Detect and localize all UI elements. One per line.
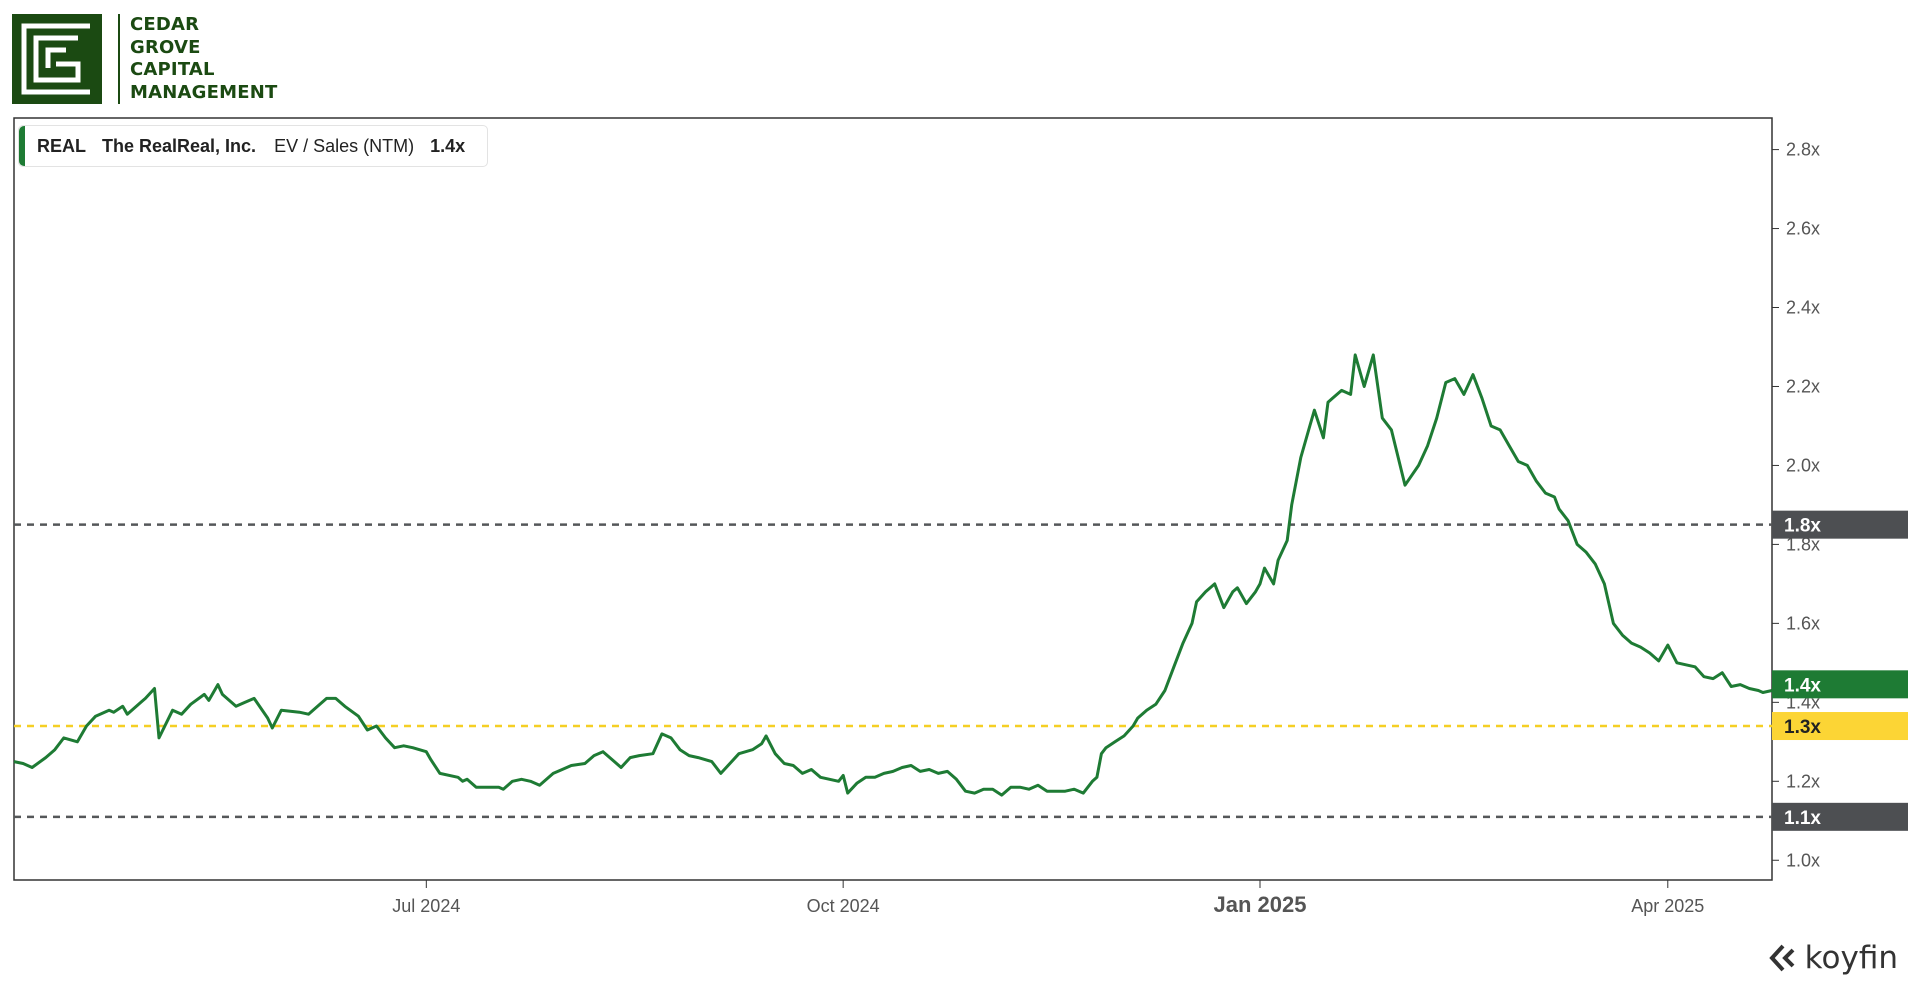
y-tick-label: 1.8x (1786, 534, 1820, 554)
x-axis: Jul 2024 Oct 2024 Jan 2025 Apr 2025 (392, 880, 1704, 917)
x-tick-label: Oct 2024 (807, 896, 880, 916)
legend-metric: EV / Sales (NTM) (274, 135, 415, 156)
y-tick-label: 2.2x (1786, 376, 1820, 396)
series-line (13, 353, 1773, 797)
legend-swatch (19, 126, 25, 166)
cedar-grove-logo-icon (12, 14, 102, 104)
brand-name: CEDAR GROVE CAPITAL MANAGEMENT (118, 14, 277, 104)
reference-label-bg (1772, 802, 1908, 831)
reference-lines (14, 523, 1772, 819)
current-value-label: 1.4x (1784, 675, 1821, 696)
legend[interactable]: REAL The RealReal, Inc. EV / Sales (NTM)… (18, 125, 489, 167)
reference-label: 1.1x (1784, 808, 1821, 829)
y-axis: 1.0x 1.2x 1.4x 1.6x 1.8x 2.0x 2.2x 2.4x 2.6x 2.8x (1772, 140, 1820, 870)
y-tick-label: 2.4x (1786, 298, 1820, 318)
y-tick-label: 2.0x (1786, 455, 1820, 475)
x-tick-label: Jan 2025 (1214, 892, 1307, 917)
current-value-label-bg (1772, 670, 1908, 699)
y-tick-label: 1.6x (1786, 613, 1820, 633)
value-labels: 1.8x 1.3x 1.1x 1.4x (1772, 510, 1908, 831)
y-tick-label: 1.2x (1786, 771, 1820, 791)
brand-line: CEDAR (130, 14, 200, 35)
series-layer (13, 353, 1773, 797)
koyfin-wordmark: koyfin (1804, 940, 1898, 976)
y-tick-label: 2.8x (1786, 140, 1820, 160)
koyfin-logo-icon (1768, 944, 1795, 972)
brand-logo: CEDAR GROVE CAPITAL MANAGEMENT (12, 14, 332, 104)
plot-frame (13, 117, 1773, 881)
legend-company: The RealReal, Inc. (102, 135, 257, 156)
brand-line: MANAGEMENT (130, 81, 278, 103)
x-tick-label: Apr 2025 (1631, 896, 1704, 916)
koyfin-watermark: koyfin (1767, 940, 1898, 976)
legend-ticker: REAL (37, 135, 86, 156)
x-tick-label: Jul 2024 (392, 896, 460, 916)
y-tick-label: 2.6x (1786, 219, 1820, 239)
reference-label-bg (1772, 712, 1908, 741)
brand-line: GROVE (130, 36, 201, 58)
legend-value: 1.4x (430, 135, 466, 156)
brand-line: CAPITAL (130, 59, 215, 80)
reference-label: 1.3x (1784, 717, 1821, 738)
reference-label-bg (1772, 510, 1908, 539)
y-tick-label: 1.0x (1786, 850, 1820, 870)
reference-label: 1.8x (1784, 516, 1821, 537)
